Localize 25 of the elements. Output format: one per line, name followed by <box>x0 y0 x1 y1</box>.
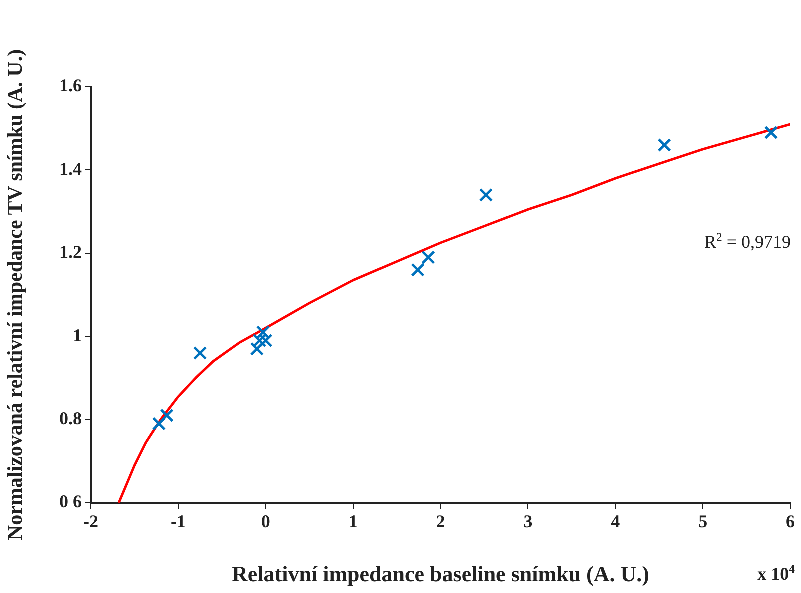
y-tick-label: 1.6 <box>60 76 82 96</box>
x-tick-label: 1 <box>348 511 358 532</box>
x-tick-label: 3 <box>524 511 533 532</box>
point <box>160 408 174 423</box>
y-axis-title: Normalizovaná relativní impedance TV snímku (A. U.) <box>3 49 28 541</box>
point <box>658 138 672 152</box>
x-axis-title: Relativní impedance baseline snímku (A. U.) <box>232 561 650 586</box>
point <box>479 188 494 202</box>
y-tick-label: 0 6 <box>60 492 82 512</box>
x-tick-label: 4 <box>611 511 620 532</box>
point <box>152 417 166 431</box>
x-tick-label: -1 <box>170 511 186 532</box>
x-tick-label: 5 <box>698 511 708 532</box>
y-tick-label: 1 <box>73 325 82 346</box>
point <box>193 346 208 360</box>
x-tick-label: -2 <box>84 511 98 532</box>
point <box>764 126 778 140</box>
point <box>411 263 425 277</box>
x-tick-label: 2 <box>436 511 446 532</box>
x-tick-label: 6 <box>786 511 795 532</box>
point <box>422 250 436 264</box>
y-tick-label: 0.8 <box>60 408 82 428</box>
y-tick-label: 1.4 <box>60 158 82 179</box>
y-tick-label: 1.2 <box>60 242 82 262</box>
x-tick-label: 0 <box>261 511 270 532</box>
